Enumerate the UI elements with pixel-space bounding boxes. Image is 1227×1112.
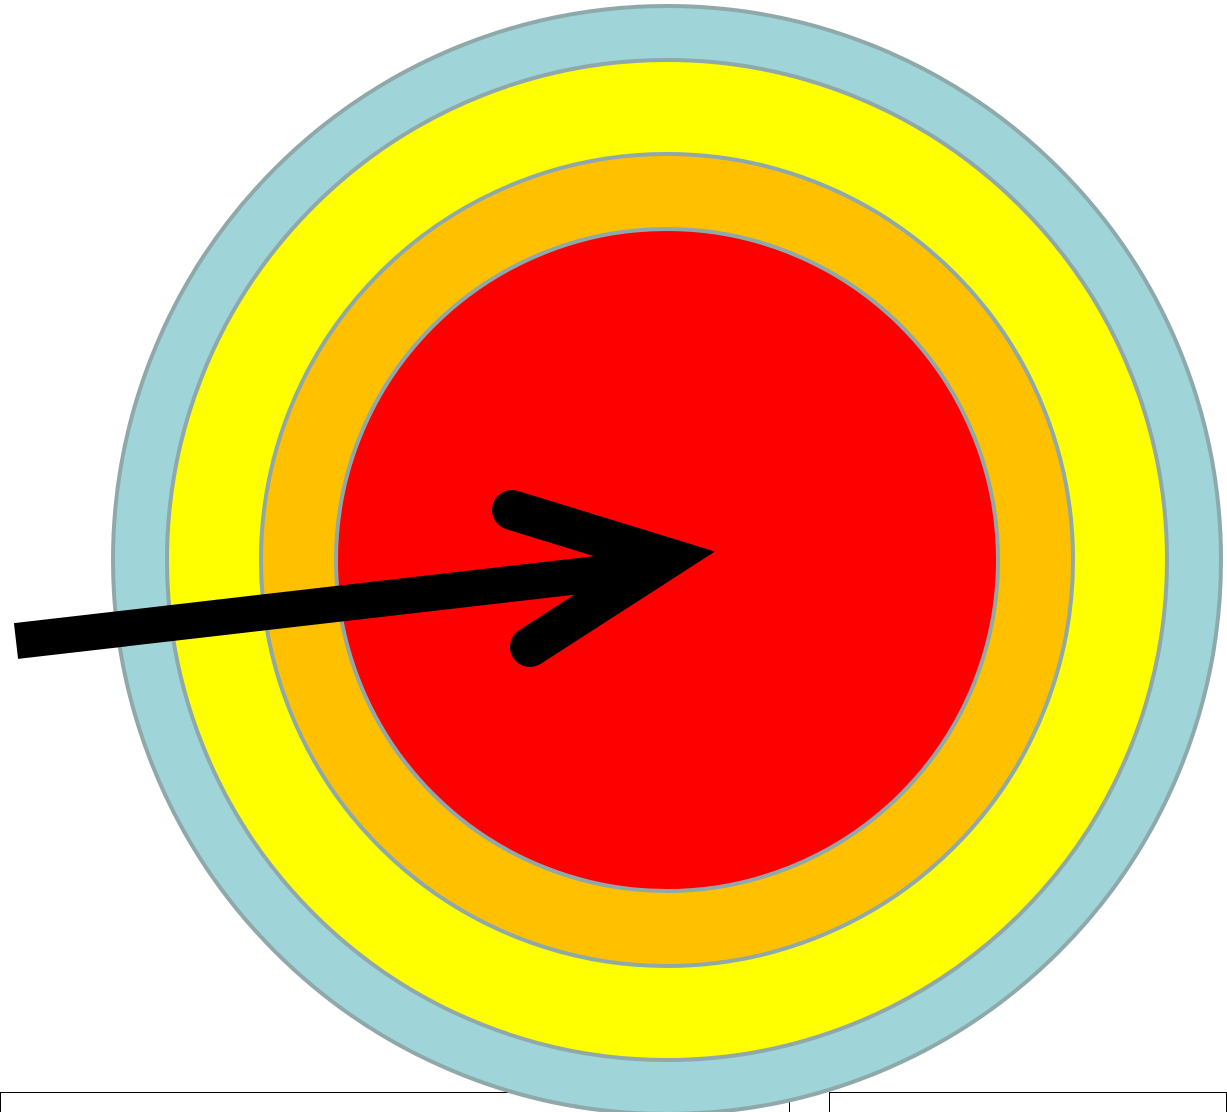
arrow-icon (13, 490, 715, 667)
arrow-head (492, 490, 715, 667)
arrow-shaft (13, 551, 643, 659)
